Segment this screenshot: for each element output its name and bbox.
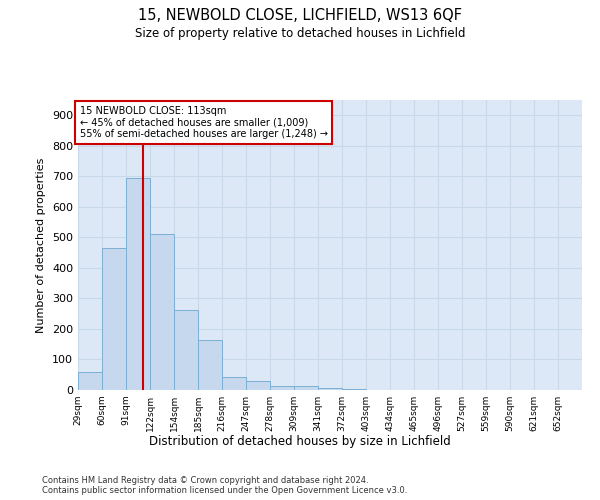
Bar	[78, 372, 102, 390]
Bar	[102, 248, 126, 390]
Bar	[342, 389, 366, 390]
Bar	[270, 386, 294, 390]
Bar	[150, 234, 174, 390]
Text: 15 NEWBOLD CLOSE: 113sqm
← 45% of detached houses are smaller (1,009)
55% of sem: 15 NEWBOLD CLOSE: 113sqm ← 45% of detach…	[80, 106, 328, 140]
Text: Contains HM Land Registry data © Crown copyright and database right 2024.
Contai: Contains HM Land Registry data © Crown c…	[42, 476, 407, 495]
Bar	[222, 377, 246, 390]
Bar	[318, 388, 342, 390]
Text: Size of property relative to detached houses in Lichfield: Size of property relative to detached ho…	[135, 28, 465, 40]
Text: 15, NEWBOLD CLOSE, LICHFIELD, WS13 6QF: 15, NEWBOLD CLOSE, LICHFIELD, WS13 6QF	[138, 8, 462, 22]
Y-axis label: Number of detached properties: Number of detached properties	[37, 158, 46, 332]
Bar	[294, 386, 318, 390]
Bar	[174, 310, 198, 390]
Bar	[126, 178, 150, 390]
Bar	[246, 381, 270, 390]
Text: Distribution of detached houses by size in Lichfield: Distribution of detached houses by size …	[149, 435, 451, 448]
Bar	[198, 340, 222, 390]
